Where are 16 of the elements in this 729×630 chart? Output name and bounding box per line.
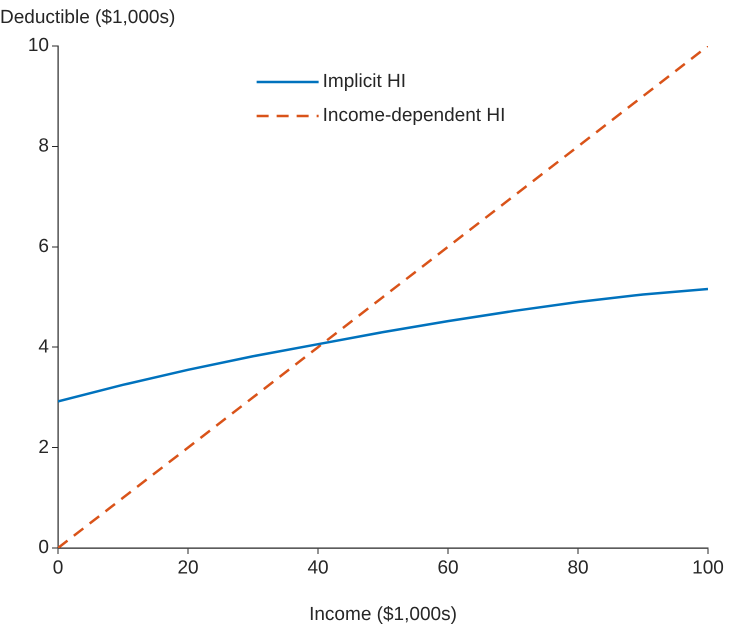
y-tick-label: 6	[38, 236, 49, 258]
y-tick-label: 10	[28, 35, 49, 56]
x-tick-label: 100	[692, 558, 724, 579]
x-tick-label: 80	[567, 558, 589, 579]
legend-label: Implicit HI	[322, 71, 406, 92]
x-tick-label: 60	[437, 558, 459, 579]
x-tick-label: 40	[307, 558, 329, 579]
y-tick-label: 8	[38, 136, 49, 157]
y-tick-label: 2	[38, 436, 49, 458]
y-tick-label: 0	[38, 537, 49, 558]
y-tick-label: 4	[38, 336, 50, 358]
x-tick-label: 0	[52, 558, 64, 579]
legend-label: Income-dependent HI	[322, 105, 506, 126]
y-axis-title: Deductible ($1,000s)	[0, 7, 176, 28]
x-axis-title: Income ($1,000s)	[309, 604, 457, 625]
x-tick-label: 20	[177, 558, 199, 579]
